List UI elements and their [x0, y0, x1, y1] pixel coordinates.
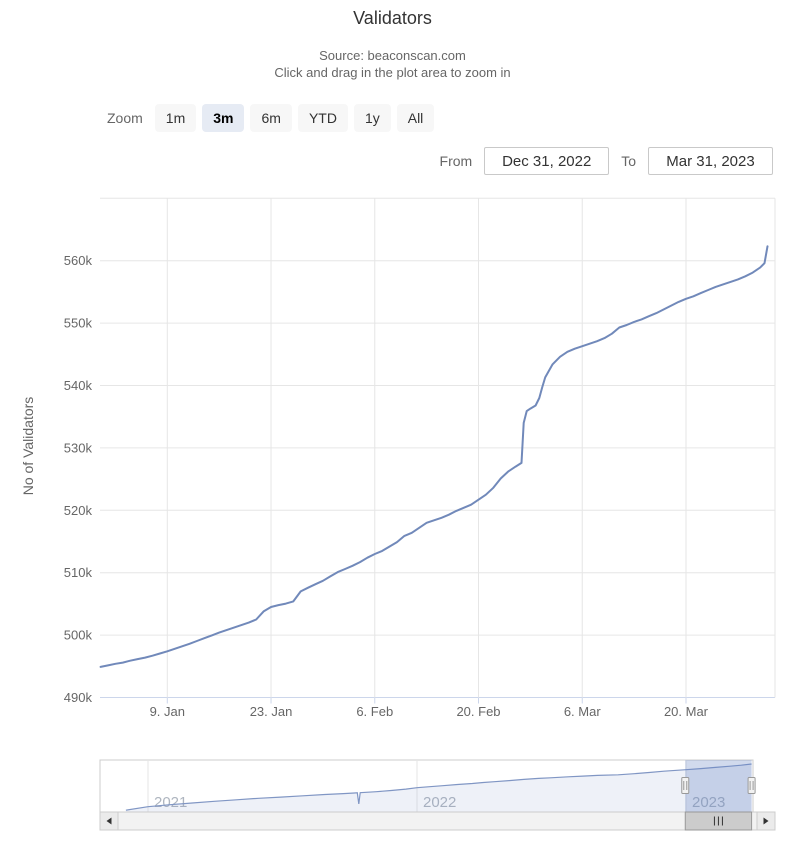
x-tick-label: 23. Jan — [250, 704, 293, 719]
navigator-selected-range[interactable] — [685, 760, 752, 812]
y-axis-title: No of Validators — [20, 397, 36, 496]
range-selector-buttons: Zoom 1m 3m 6m YTD 1y All — [107, 104, 440, 132]
from-date-input[interactable] — [484, 147, 610, 175]
zoom-button-group: 1m 3m 6m YTD 1y All — [154, 104, 441, 132]
validators-series-line — [99, 245, 769, 668]
navigator-year-label: 2023 — [692, 794, 725, 811]
scrollbar-track[interactable] — [99, 811, 776, 831]
y-tick-label: 560k — [64, 253, 93, 268]
zoom-button-all[interactable]: All — [396, 104, 435, 132]
y-tick-label: 540k — [64, 378, 93, 393]
x-tick-label: 20. Feb — [456, 704, 500, 719]
y-tick-label: 510k — [64, 565, 93, 580]
y-tick-label: 490k — [64, 690, 93, 705]
x-tick-label: 9. Jan — [150, 704, 185, 719]
y-tick-label: 520k — [64, 503, 93, 518]
navigator-right-handle[interactable] — [747, 777, 756, 794]
chart-subtitle-source: Source: beaconscan.com — [319, 48, 466, 63]
zoom-button-ytd[interactable]: YTD — [297, 104, 348, 132]
from-label: From — [439, 153, 473, 169]
zoom-button-3m[interactable]: 3m — [202, 104, 245, 132]
navigator-year-label: 2022 — [423, 794, 456, 811]
y-tick-label: 530k — [64, 440, 93, 455]
zoom-button-6m[interactable]: 6m — [250, 104, 292, 132]
navigator-series-line — [125, 763, 752, 811]
scrollbar-left-arrow-icon — [106, 817, 112, 825]
plot-area[interactable] — [100, 198, 775, 697]
zoom-button-1y[interactable]: 1y — [353, 104, 391, 132]
range-selector-inputs: From To — [440, 147, 773, 175]
x-tick-label: 6. Feb — [356, 704, 393, 719]
x-tick-label: 20. Mar — [664, 704, 709, 719]
navigator-year-label: 2021 — [154, 794, 187, 811]
to-date-input[interactable] — [648, 147, 773, 175]
scrollbar-right-arrow-icon — [763, 817, 769, 825]
zoom-button-1m[interactable]: 1m — [154, 104, 197, 132]
y-tick-label: 550k — [64, 316, 93, 331]
zoom-label: Zoom — [107, 110, 143, 126]
y-tick-label: 500k — [64, 628, 93, 643]
chart-subtitle-hint: Click and drag in the plot area to zoom … — [274, 65, 511, 80]
navigator-left-handle[interactable] — [681, 777, 690, 794]
to-label: To — [621, 153, 636, 169]
page-title: Validators — [353, 8, 432, 28]
x-tick-label: 6. Mar — [564, 704, 602, 719]
